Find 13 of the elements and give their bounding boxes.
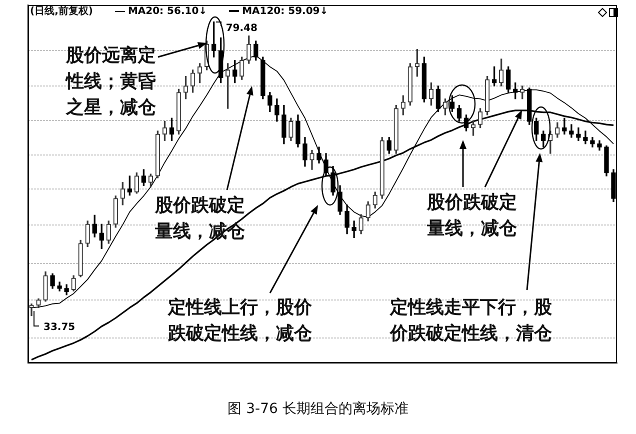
candlestick	[29, 304, 34, 316]
annotation: 定性线走平下行，股价跌破定性线，清仓	[390, 296, 552, 346]
annotation: 定性线上行，股价跌破定性线，减仓	[168, 296, 312, 346]
legend-label: MA20: 56.10↓	[128, 6, 208, 17]
annotation: 33.75	[44, 322, 76, 333]
legend-label: MA120: 59.09↓	[242, 6, 328, 17]
annotation: 股价跌破定量线，减仓	[427, 191, 517, 241]
chart-title: (日线,前复权)	[30, 6, 93, 17]
caption: 图 3-76 长期组合的离场标准	[226, 400, 410, 418]
annotation: 79.48	[226, 22, 258, 34]
annotation: 股价跌破定量线，减仓	[155, 194, 245, 244]
annotation: 股价远离定性线；黄昏之星，减仓	[66, 44, 156, 120]
candlestick	[352, 220, 356, 238]
